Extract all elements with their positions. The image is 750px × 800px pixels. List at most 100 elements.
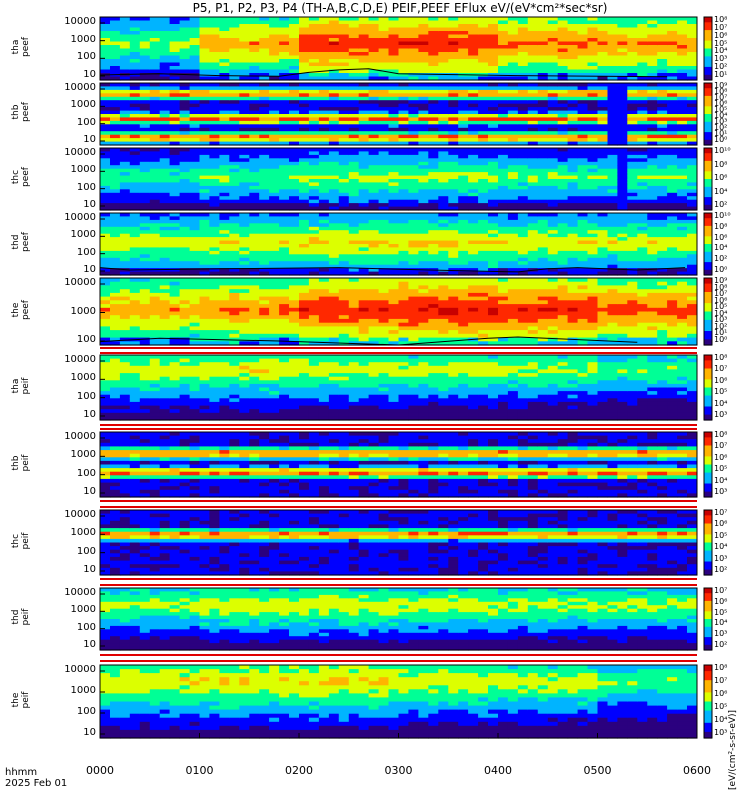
heatmap-cell <box>338 31 350 36</box>
heatmap-cell <box>179 337 191 342</box>
heatmap-cell <box>239 93 250 98</box>
heatmap-cell <box>179 158 191 163</box>
heatmap-cell <box>438 237 449 242</box>
heatmap-cell <box>617 110 628 115</box>
heatmap-cell <box>368 62 380 67</box>
heatmap-cell <box>378 296 390 301</box>
colorbar-cell <box>704 197 712 201</box>
colorbar-cell <box>704 53 712 57</box>
heatmap-cell <box>209 247 220 252</box>
heatmap-cell <box>667 271 678 276</box>
heatmap-cell <box>328 233 340 238</box>
heatmap-cell <box>209 189 220 194</box>
heatmap-cell <box>647 271 658 276</box>
heatmap-cell <box>627 69 638 74</box>
heatmap-cell <box>159 161 171 166</box>
heatmap-cell <box>637 237 648 242</box>
heatmap-cell <box>388 226 399 231</box>
heatmap-cell <box>119 333 131 339</box>
heatmap-cell <box>279 185 290 190</box>
heatmap-cell <box>358 292 370 298</box>
heatmap-cell <box>139 107 151 112</box>
heatmap-cell <box>338 304 350 309</box>
heatmap-cell <box>169 76 181 81</box>
heatmap-cell <box>328 107 340 112</box>
heatmap-cell <box>388 120 399 125</box>
heatmap-cell <box>308 76 320 81</box>
heatmap-cell <box>299 131 310 136</box>
heatmap-cell <box>348 237 360 242</box>
heatmap-cell <box>637 55 648 60</box>
heatmap-cell <box>527 73 539 78</box>
heatmap-cell <box>209 341 220 346</box>
heatmap-cell <box>428 124 439 129</box>
colorbar-cell <box>704 160 712 165</box>
heatmap-cell <box>577 27 589 32</box>
heatmap-cell <box>408 199 419 204</box>
heatmap-cell <box>517 117 529 122</box>
heatmap-cell <box>488 148 499 152</box>
heatmap-cell <box>139 257 151 262</box>
heatmap-cell <box>129 161 141 166</box>
heatmap-cell <box>617 213 628 217</box>
heatmap-cell <box>209 93 220 98</box>
heatmap-cell <box>687 24 698 29</box>
heatmap-cell <box>249 261 260 266</box>
heatmap-cell <box>498 41 509 46</box>
heatmap-cell <box>328 76 340 81</box>
heatmap-cell <box>458 161 469 166</box>
heatmap-cell <box>488 237 499 242</box>
heatmap-cell <box>498 257 509 262</box>
heatmap-cell <box>189 158 201 163</box>
heatmap-cell <box>299 330 310 335</box>
heatmap-cell <box>279 281 290 286</box>
heatmap-cell <box>378 240 390 245</box>
heatmap-cell <box>498 199 509 204</box>
heatmap-cell <box>388 138 399 143</box>
heatmap-cell <box>139 296 151 301</box>
heatmap-cell <box>617 226 628 231</box>
heatmap-cell <box>229 292 240 298</box>
heatmap-cell <box>368 240 380 245</box>
heatmap-cell <box>249 73 260 78</box>
colorbar-cell <box>704 134 712 138</box>
colorbar-cell <box>704 108 712 112</box>
heatmap-cell <box>418 41 429 46</box>
heatmap-cell <box>289 240 300 245</box>
heatmap-cell <box>269 62 280 67</box>
colorbar-cell <box>704 223 712 227</box>
heatmap-cell <box>378 168 390 173</box>
heatmap-cell <box>557 261 569 266</box>
heatmap-cell <box>259 52 270 57</box>
heatmap-cell <box>219 175 230 180</box>
heatmap-cell <box>219 17 230 22</box>
heatmap-cell <box>299 247 310 252</box>
heatmap-cell <box>547 189 559 194</box>
heatmap-cell <box>229 161 240 166</box>
heatmap-cell <box>189 257 201 262</box>
heatmap-cell <box>239 219 250 224</box>
heatmap-cell <box>209 318 220 324</box>
heatmap-cell <box>687 124 698 129</box>
heatmap-cell <box>358 206 370 211</box>
heatmap-cell <box>587 41 598 46</box>
heatmap-cell <box>189 261 201 266</box>
heatmap-cell <box>129 311 141 316</box>
heatmap-cell <box>438 271 449 276</box>
heatmap-cell <box>617 138 628 143</box>
heatmap-cell <box>269 271 280 276</box>
heatmap-cell <box>438 34 449 39</box>
heatmap-cell <box>129 154 141 159</box>
heatmap-cell <box>299 38 310 43</box>
heatmap-cell <box>398 124 409 129</box>
heatmap-cell <box>239 59 250 64</box>
heatmap-cell <box>318 117 330 122</box>
heatmap-cell <box>378 196 390 201</box>
heatmap-cell <box>677 48 688 53</box>
heatmap-cell <box>179 100 191 105</box>
heatmap-cell <box>149 278 161 283</box>
heatmap-cell <box>478 24 489 29</box>
heatmap-cell <box>587 254 598 259</box>
heatmap-cell <box>159 333 171 339</box>
panel-frame <box>99 82 698 146</box>
